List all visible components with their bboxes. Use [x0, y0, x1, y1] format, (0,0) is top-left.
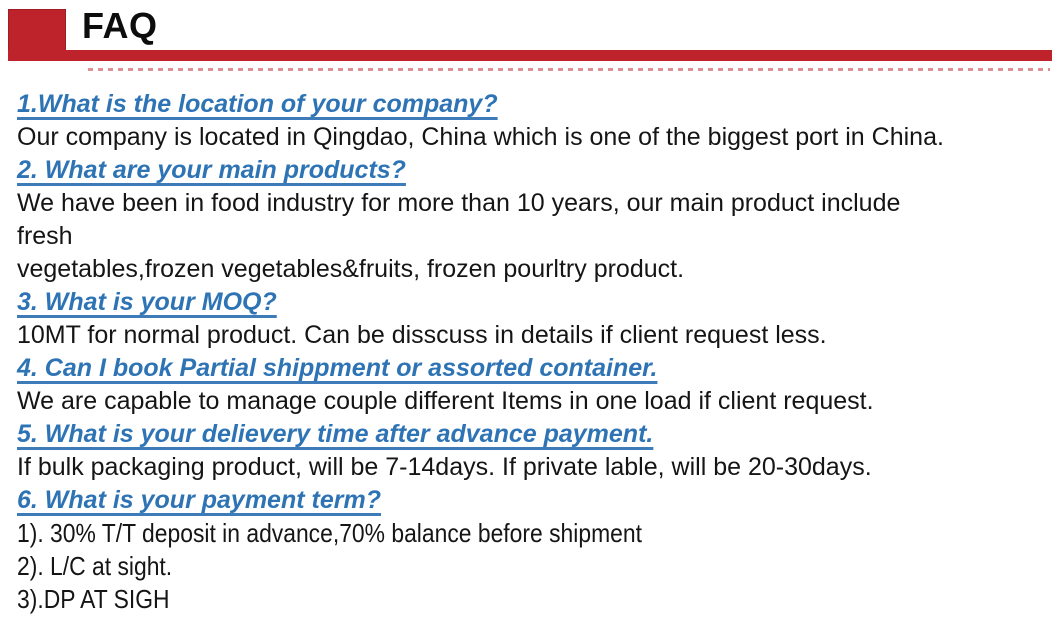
faq-question-3: 3. What is your MOQ?: [17, 288, 277, 316]
faq-question-5: 5. What is your delievery time after adv…: [17, 420, 654, 448]
dashed-divider: [88, 68, 1050, 71]
faq-answer-1-line-1: Our company is located in Qingdao, China…: [17, 123, 944, 151]
faq-answer-2-line-2: fresh: [17, 222, 73, 250]
faq-answer-4-line-1: We are capable to manage couple differen…: [17, 387, 874, 415]
faq-answer-6-line-1: 1). 30% T/T deposit in advance,70% balan…: [17, 518, 642, 548]
faq-question-2: 2. What are your main products?: [17, 156, 406, 184]
faq-question-4: 4. Can I book Partial shippment or assor…: [17, 354, 658, 382]
faq-question-6: 6. What is your payment term?: [17, 486, 381, 514]
faq-answer-5-line-1: If bulk packaging product, will be 7-14d…: [17, 453, 872, 481]
faq-answer-6-line-3: 3).DP AT SIGH: [17, 584, 170, 614]
faq-answer-3-line-1: 10MT for normal product. Can be disscuss…: [17, 321, 827, 349]
page-title: FAQ: [82, 5, 158, 46]
red-accent-bar: [8, 50, 1052, 61]
faq-question-1: 1.What is the location of your company?: [17, 90, 498, 118]
faq-answer-2-line-1: We have been in food industry for more t…: [17, 189, 901, 217]
faq-answer-2-line-3: vegetables,frozen vegetables&fruits, fro…: [17, 255, 685, 283]
faq-answer-6-line-2: 2). L/C at sight.: [17, 551, 173, 581]
faq-content: 1.What is the location of your company? …: [17, 88, 1057, 616]
